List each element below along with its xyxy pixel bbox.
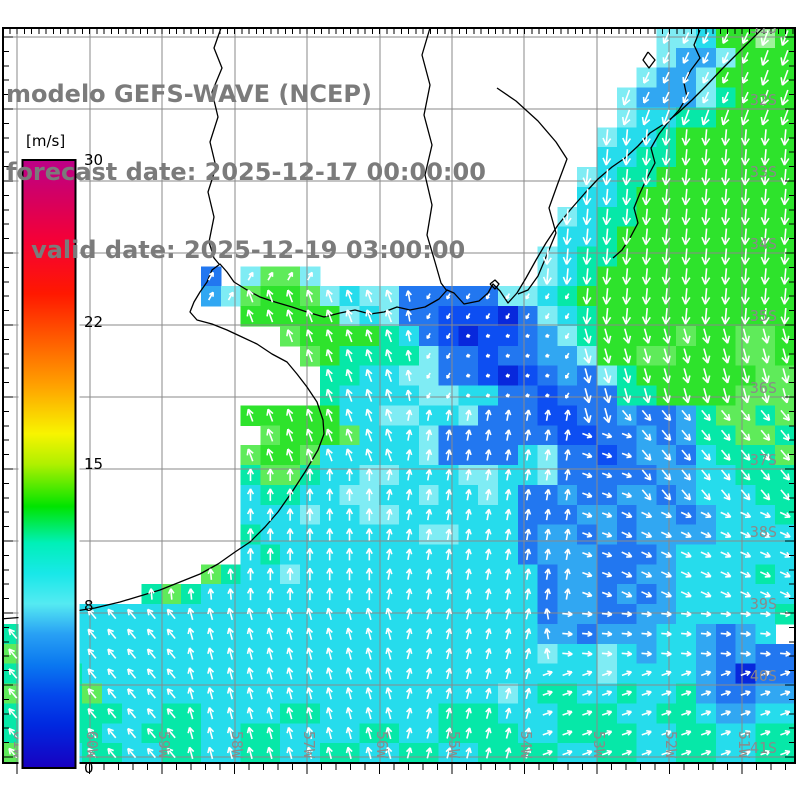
lat-label-34S: 34S	[750, 235, 777, 253]
lon-label-54W: 54W	[517, 731, 535, 759]
coastline	[3, 28, 764, 620]
lon-label-53W: 53W	[590, 731, 608, 759]
lon-label-58W: 58W	[228, 731, 246, 759]
colorbar: [m/s] 30 22 15 8 0	[18, 132, 103, 777]
lon-label-59W: 59W	[155, 731, 173, 759]
colorbar-tick-15: 15	[84, 455, 103, 473]
lat-label-33S: 33S	[750, 163, 777, 181]
lat-label-35S: 35S	[750, 307, 777, 325]
colorbar-gradient	[21, 159, 77, 769]
lat-label-39S: 39S	[750, 595, 777, 613]
lon-label-57W: 57W	[300, 731, 318, 759]
lat-label-41S: 41S	[750, 739, 777, 757]
colorbar-tick-8: 8	[84, 597, 94, 615]
lat-label-38S: 38S	[750, 523, 777, 541]
forecast-date-line: forecast date: 2025-12-17 00:00:00	[6, 158, 486, 186]
colorbar-unit-label: [m/s]	[26, 132, 65, 150]
lon-label-51W: 51W	[735, 731, 753, 759]
lon-label-52W: 52W	[662, 731, 680, 759]
valid-date-line: valid date: 2025-12-19 03:00:00	[6, 236, 466, 264]
lat-label-36S: 36S	[750, 379, 777, 397]
plot-title-block: modelo GEFS-WAVE (NCEP) forecast date: 2…	[6, 29, 486, 315]
map-frame	[2, 27, 796, 764]
lat-label-37S: 37S	[750, 451, 777, 469]
longitude-axis-labels: 61W60W59W58W57W56W55W54W53W52W51W	[10, 731, 753, 759]
colorbar-tick-0: 0	[84, 759, 94, 777]
lon-label-56W: 56W	[373, 731, 391, 759]
lon-label-55W: 55W	[445, 731, 463, 759]
wind-direction-arrows	[8, 30, 791, 760]
lat-label-40S: 40S	[750, 667, 777, 685]
lat-label-32S: 32S	[750, 91, 777, 109]
model-name-title: modelo GEFS-WAVE (NCEP)	[6, 80, 372, 108]
colorbar-tick-30: 30	[84, 151, 103, 169]
lat-label-31S: 31S	[750, 19, 777, 37]
colorbar-tick-22: 22	[84, 313, 103, 331]
lon-label-60W: 60W	[83, 731, 101, 759]
graticule	[3, 28, 795, 763]
latitude-axis-labels: 31S 32S 33S 34S 35S 36S 37S 38S 39S 40S 41S	[750, 19, 777, 757]
